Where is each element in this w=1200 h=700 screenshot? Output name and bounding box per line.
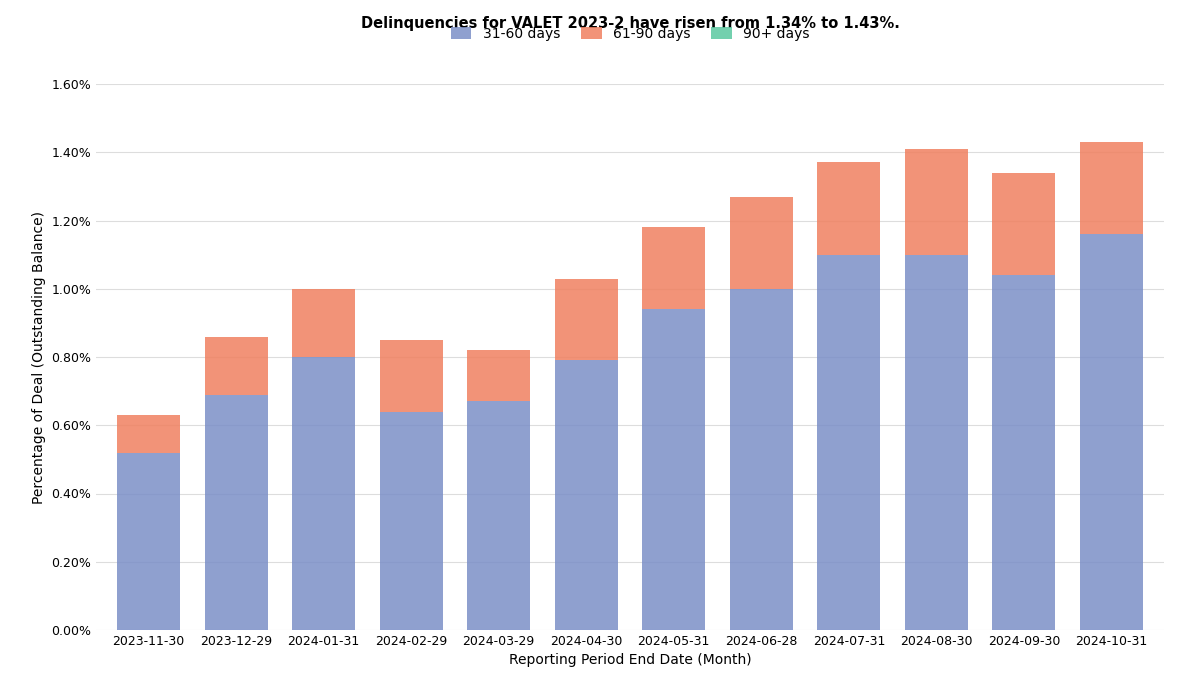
- Bar: [204, 395, 268, 630]
- Bar: [992, 275, 1056, 630]
- Title: Delinquencies for VALET 2023-2 have risen from 1.34% to 1.43%.: Delinquencies for VALET 2023-2 have rise…: [360, 16, 900, 32]
- Bar: [467, 401, 530, 630]
- Bar: [992, 173, 1056, 275]
- Bar: [118, 415, 180, 453]
- Bar: [554, 279, 618, 360]
- Bar: [730, 288, 793, 630]
- Bar: [817, 255, 881, 630]
- Bar: [642, 228, 706, 309]
- Bar: [817, 162, 881, 255]
- Bar: [292, 357, 355, 630]
- Bar: [1080, 142, 1142, 234]
- Bar: [118, 453, 180, 630]
- Bar: [554, 360, 618, 630]
- Bar: [379, 412, 443, 630]
- Bar: [379, 340, 443, 412]
- Bar: [292, 288, 355, 357]
- Bar: [905, 255, 968, 630]
- Bar: [204, 337, 268, 395]
- Y-axis label: Percentage of Deal (Outstanding Balance): Percentage of Deal (Outstanding Balance): [31, 211, 46, 503]
- Bar: [1080, 234, 1142, 630]
- Bar: [730, 197, 793, 288]
- X-axis label: Reporting Period End Date (Month): Reporting Period End Date (Month): [509, 653, 751, 667]
- Legend: 31-60 days, 61-90 days, 90+ days: 31-60 days, 61-90 days, 90+ days: [444, 20, 816, 48]
- Bar: [905, 149, 968, 255]
- Bar: [467, 350, 530, 401]
- Bar: [642, 309, 706, 630]
